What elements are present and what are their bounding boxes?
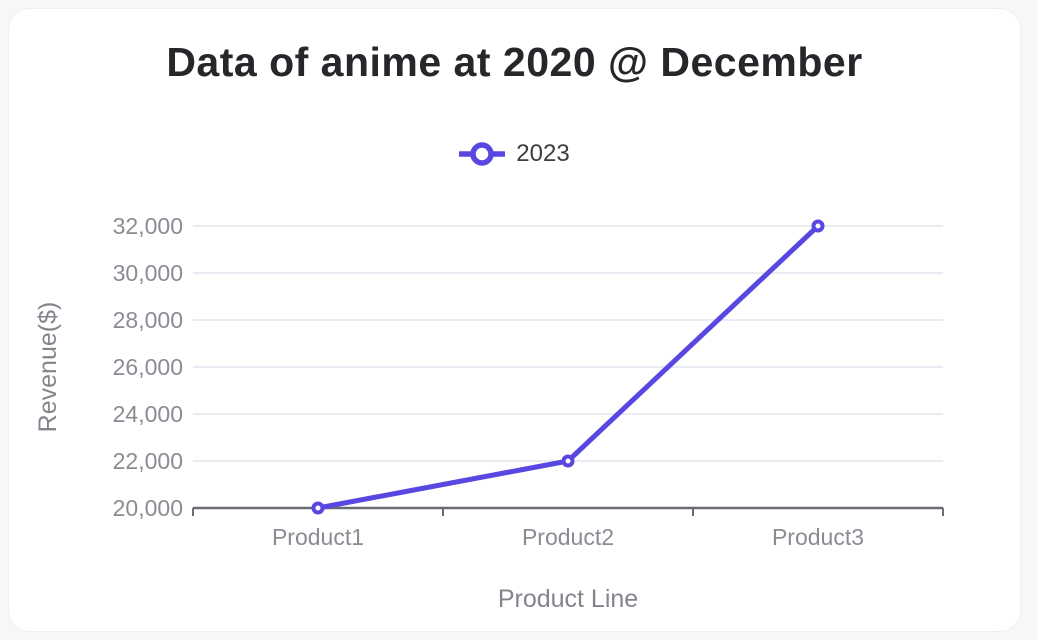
x-category-label: Product2 <box>522 524 614 550</box>
y-tick-label: 22,000 <box>113 448 183 474</box>
chart-title: Data of anime at 2020 @ December <box>166 39 863 85</box>
x-category-label: Product3 <box>772 524 864 550</box>
data-point[interactable] <box>811 219 825 233</box>
data-point[interactable] <box>561 454 575 468</box>
y-tick-label: 26,000 <box>113 354 183 380</box>
legend-label: 2023 <box>516 140 570 167</box>
data-point[interactable] <box>311 501 325 515</box>
y-tick-label: 32,000 <box>113 213 183 239</box>
x-category-label: Product1 <box>272 524 364 550</box>
legend: 2023 <box>9 140 1020 168</box>
y-tick-label: 24,000 <box>113 401 183 427</box>
x-axis-title: Product Line <box>498 585 638 613</box>
y-tick-label: 30,000 <box>113 260 183 286</box>
y-axis-title: Revenue($) <box>34 302 62 433</box>
legend-item[interactable]: 2023 <box>459 140 570 168</box>
y-tick-label: 28,000 <box>113 307 183 333</box>
y-tick-label: 20,000 <box>113 495 183 521</box>
line-series-icon <box>459 142 506 166</box>
